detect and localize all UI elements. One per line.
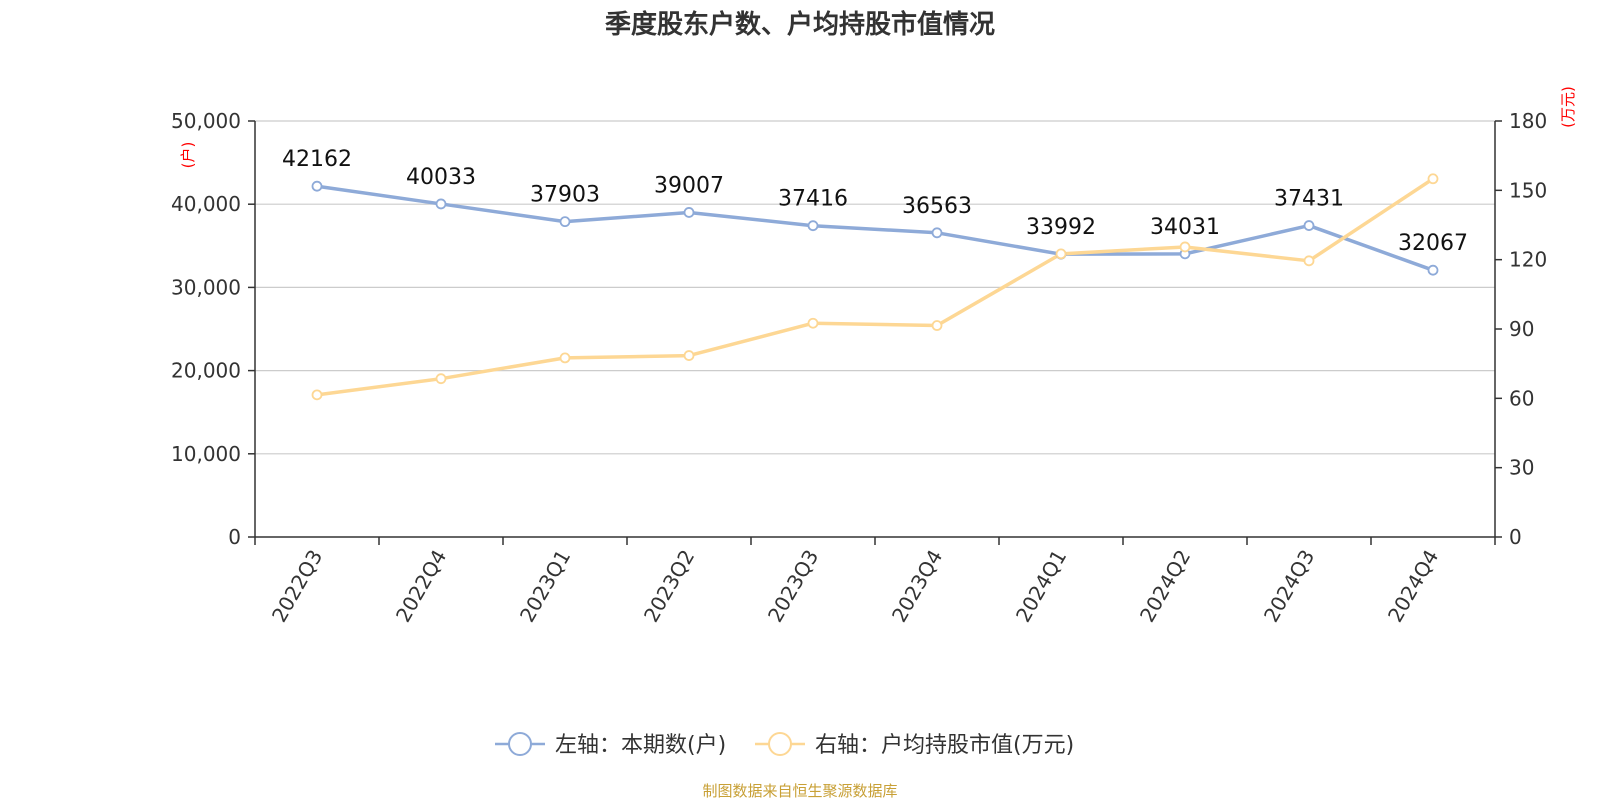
data-label: 37416: [778, 187, 848, 212]
data-point-right[interactable]: [683, 350, 695, 361]
left-tick-label: 30,000: [171, 275, 241, 299]
data-point-left[interactable]: [931, 227, 943, 239]
left-tick-label: 10,000: [171, 442, 241, 466]
data-point-left[interactable]: [807, 220, 819, 232]
x-tick-label: 2022Q4: [391, 546, 451, 627]
left-tick-label: 0: [228, 525, 241, 549]
right-tick-label: 0: [1509, 525, 1522, 549]
data-label: 33992: [1026, 215, 1096, 240]
data-label: 37903: [530, 183, 600, 208]
data-label: 42162: [282, 147, 352, 172]
legend-label: 左轴：本期数(户): [555, 733, 726, 758]
data-label: 32067: [1398, 231, 1468, 256]
data-point-left[interactable]: [1303, 220, 1315, 231]
left-axis-unit: (户): [179, 142, 197, 169]
data-label: 36563: [902, 194, 972, 219]
chart-title: 季度股东户数、户均持股市值情况: [604, 10, 995, 40]
x-tick-label: 2024Q4: [1383, 546, 1443, 627]
data-point-right[interactable]: [807, 317, 819, 329]
series-lines: [316, 177, 1434, 397]
x-tick-label: 2024Q1: [1011, 546, 1071, 627]
x-tick-label: 2022Q3: [267, 546, 327, 627]
series-line-right: [316, 177, 1434, 397]
x-tick-label: 2023Q2: [639, 546, 699, 627]
legend-circle-icon: [768, 732, 792, 756]
legend[interactable]: 左轴：本期数(户) 右轴：户均持股市值(万元): [495, 732, 1074, 758]
data-labels: 42162 40033 37903 39007 37416 36563 33992 34031…: [282, 147, 1468, 256]
x-tick-label: 2024Q3: [1259, 546, 1319, 627]
data-point-right[interactable]: [1055, 248, 1067, 260]
data-point-left[interactable]: [683, 207, 695, 218]
data-label: 34031: [1150, 215, 1220, 240]
data-point-right[interactable]: [1427, 173, 1439, 185]
right-tick-label: 60: [1509, 386, 1534, 410]
legend-item-right[interactable]: 右轴：户均持股市值(万元): [755, 732, 1074, 758]
data-point-right[interactable]: [435, 373, 447, 385]
right-axis-unit: (万元): [1559, 86, 1577, 128]
series-line-left: [316, 184, 1434, 272]
legend-label: 右轴：户均持股市值(万元): [815, 733, 1074, 758]
x-tick-label: 2023Q4: [887, 546, 947, 627]
right-tick-label: 120: [1509, 248, 1547, 272]
data-label: 39007: [654, 173, 724, 198]
data-point-right[interactable]: [931, 320, 943, 331]
data-point-left[interactable]: [311, 180, 323, 192]
gridlines: [255, 120, 1495, 455]
right-tick-label: 180: [1509, 109, 1547, 133]
legend-circle-icon: [508, 732, 532, 756]
left-tick-label: 20,000: [171, 359, 241, 383]
x-tick-label: 2023Q3: [763, 546, 823, 627]
axes: 0 10,000 20,000 30,000 40,000 50,000 0 30 60 90 12…: [171, 86, 1577, 626]
legend-item-left[interactable]: 左轴：本期数(户): [495, 732, 726, 758]
data-point-left[interactable]: [559, 216, 571, 228]
left-tick-label: 50,000: [171, 109, 241, 133]
source-note: 制图数据来自恒生聚源数据库: [702, 782, 898, 800]
series-points: [311, 173, 1439, 401]
data-point-right[interactable]: [311, 389, 323, 401]
right-tick-label: 150: [1509, 178, 1547, 202]
data-point-right[interactable]: [1303, 255, 1315, 267]
x-tick-label: 2023Q1: [515, 546, 575, 627]
data-point-left[interactable]: [435, 198, 447, 210]
right-tick-label: 90: [1509, 317, 1534, 341]
right-tick-label: 30: [1509, 456, 1534, 480]
data-label: 37431: [1274, 187, 1344, 212]
data-point-right[interactable]: [1179, 241, 1191, 253]
data-label: 40033: [406, 165, 476, 190]
data-point-right[interactable]: [559, 352, 571, 364]
x-tick-label: 2024Q2: [1135, 546, 1195, 627]
data-point-left[interactable]: [1427, 264, 1439, 276]
left-tick-label: 40,000: [171, 192, 241, 216]
